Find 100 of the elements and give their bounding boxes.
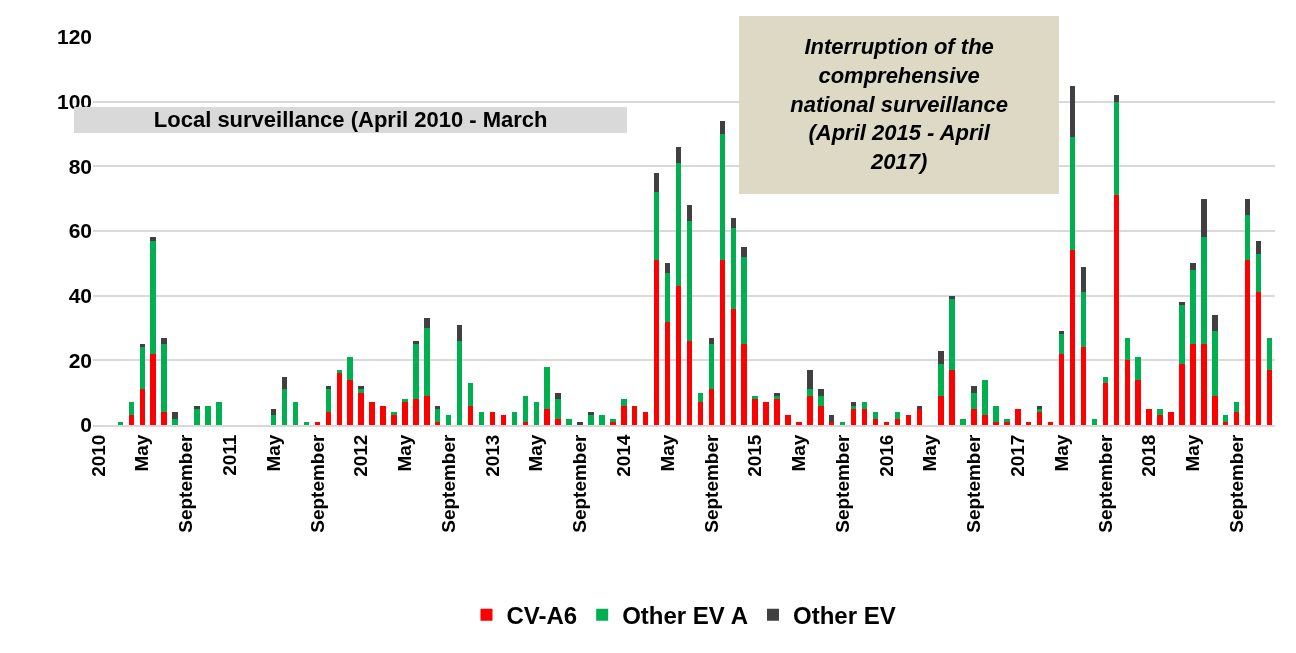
x-tick-label: May — [1050, 434, 1072, 472]
x-tick-label: May — [788, 434, 810, 472]
x-tick-label: September — [1225, 434, 1247, 533]
x-tick-label: May — [919, 434, 941, 472]
bar — [1124, 360, 1130, 425]
bar — [467, 382, 474, 406]
bar — [708, 344, 715, 390]
bar — [785, 415, 791, 425]
bar — [1146, 408, 1152, 425]
bar — [1069, 85, 1076, 138]
bar — [774, 399, 780, 425]
bar — [128, 402, 135, 416]
bar — [205, 405, 211, 425]
bar — [850, 408, 857, 425]
bar — [632, 405, 638, 425]
note-box: Local surveillance (April 2010 - March — [74, 107, 628, 134]
bar — [971, 386, 977, 393]
x-tick-label: 2010 — [87, 434, 109, 477]
bar — [1113, 95, 1120, 102]
bar — [741, 344, 747, 425]
legend-label: Other EV A — [622, 602, 748, 630]
bar — [139, 389, 145, 425]
y-tick-label: 20 — [68, 348, 92, 372]
bar — [894, 412, 901, 419]
bar — [1069, 250, 1076, 425]
bar — [872, 412, 879, 419]
bar — [413, 340, 419, 345]
bar — [818, 405, 824, 425]
bar — [949, 295, 955, 299]
bar — [719, 260, 726, 425]
bar — [741, 256, 747, 345]
bar — [194, 408, 200, 425]
x-tick-label: September — [831, 434, 853, 533]
bar — [807, 389, 813, 396]
bar — [1080, 292, 1087, 348]
bar — [1157, 415, 1163, 425]
legend-label: CV-A6 — [506, 602, 578, 630]
bar — [993, 421, 999, 425]
annotation: Interruption of the comprehensive national surveillance (April 2015 - April 2017) — [790, 33, 1008, 176]
bar — [1201, 237, 1207, 345]
bar — [150, 240, 156, 354]
bar — [161, 412, 167, 425]
bar — [1113, 195, 1120, 425]
bar — [161, 337, 167, 345]
bar — [150, 353, 156, 425]
bar — [621, 399, 627, 406]
annotation: Local surveillance (April 2010 - March — [153, 105, 548, 134]
bar — [1244, 260, 1251, 425]
x-tick-label: May — [262, 434, 284, 472]
bar — [653, 172, 660, 193]
bar — [1113, 101, 1120, 196]
x-tick-label: September — [437, 434, 459, 533]
bar — [1233, 412, 1240, 425]
bar — [642, 412, 649, 425]
x-tick-label: September — [175, 434, 197, 533]
bar — [380, 405, 386, 425]
bar — [1190, 269, 1196, 345]
bar — [270, 415, 277, 425]
bar — [949, 298, 955, 371]
x-tick-label: September — [569, 434, 591, 533]
bar — [774, 392, 780, 396]
bar — [752, 399, 758, 425]
bar — [675, 146, 682, 164]
y-tick-label: 60 — [68, 219, 92, 243]
bar — [336, 373, 342, 425]
bar — [971, 392, 977, 409]
bar — [1255, 240, 1262, 254]
bar — [511, 412, 518, 425]
bar — [500, 415, 507, 425]
x-tick-label: 2014 — [612, 434, 634, 477]
bar — [861, 402, 868, 409]
legend-label: Other EV — [793, 602, 896, 630]
x-tick-label: May — [1182, 434, 1204, 472]
bar — [599, 415, 605, 425]
x-tick-label: 2012 — [350, 434, 372, 477]
bar — [1266, 337, 1273, 371]
bar — [686, 205, 693, 222]
note-box: Interruption of the comprehensive national surveillance (April 2015 - April 2017) — [739, 15, 1060, 194]
bar — [533, 402, 539, 425]
bar — [467, 405, 474, 425]
bar — [456, 340, 463, 425]
bar — [686, 221, 693, 341]
bar — [478, 412, 485, 425]
bar — [664, 273, 671, 322]
bar — [424, 318, 430, 328]
bar — [675, 163, 682, 286]
bar — [391, 415, 397, 425]
bar — [982, 379, 988, 416]
bar — [413, 399, 419, 425]
bar — [708, 389, 715, 425]
bar — [1069, 137, 1076, 251]
bar — [445, 415, 452, 425]
bar — [1135, 379, 1141, 425]
bar — [686, 340, 693, 425]
x-tick-label: 2015 — [744, 434, 766, 477]
x-tick-label: September — [963, 434, 985, 533]
bar — [172, 412, 178, 419]
bar — [653, 192, 660, 261]
bar — [653, 260, 660, 425]
bar — [347, 357, 353, 380]
